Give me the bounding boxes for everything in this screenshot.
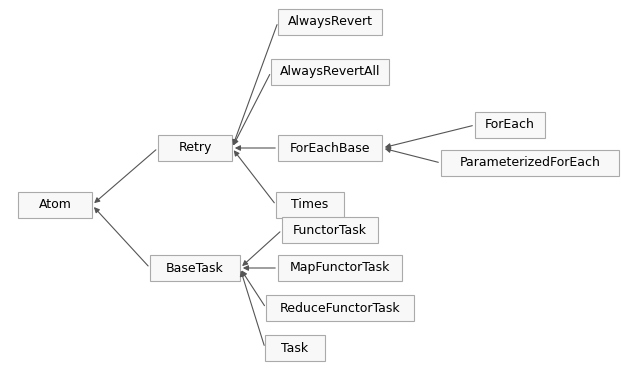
- Text: AlwaysRevert: AlwaysRevert: [288, 16, 373, 28]
- Text: AlwaysRevertAll: AlwaysRevertAll: [279, 65, 380, 79]
- Text: BaseTask: BaseTask: [166, 261, 224, 274]
- Text: Atom: Atom: [39, 198, 71, 212]
- FancyBboxPatch shape: [150, 255, 240, 281]
- FancyBboxPatch shape: [475, 112, 545, 138]
- Text: Times: Times: [291, 198, 329, 212]
- Text: ParameterizedForEach: ParameterizedForEach: [460, 157, 601, 169]
- FancyBboxPatch shape: [158, 135, 232, 161]
- FancyBboxPatch shape: [266, 295, 414, 321]
- Text: ReduceFunctorTask: ReduceFunctorTask: [279, 301, 401, 315]
- Text: ForEachBase: ForEachBase: [290, 141, 370, 155]
- FancyBboxPatch shape: [265, 335, 325, 361]
- Text: Task: Task: [281, 342, 309, 355]
- FancyBboxPatch shape: [278, 255, 402, 281]
- FancyBboxPatch shape: [271, 59, 389, 85]
- Text: Retry: Retry: [178, 141, 212, 155]
- FancyBboxPatch shape: [441, 150, 619, 176]
- FancyBboxPatch shape: [278, 135, 382, 161]
- Text: ForEach: ForEach: [485, 119, 535, 131]
- FancyBboxPatch shape: [18, 192, 92, 218]
- FancyBboxPatch shape: [276, 192, 344, 218]
- Text: MapFunctorTask: MapFunctorTask: [290, 261, 390, 274]
- FancyBboxPatch shape: [282, 217, 378, 243]
- Text: FunctorTask: FunctorTask: [293, 223, 367, 236]
- FancyBboxPatch shape: [278, 9, 382, 35]
